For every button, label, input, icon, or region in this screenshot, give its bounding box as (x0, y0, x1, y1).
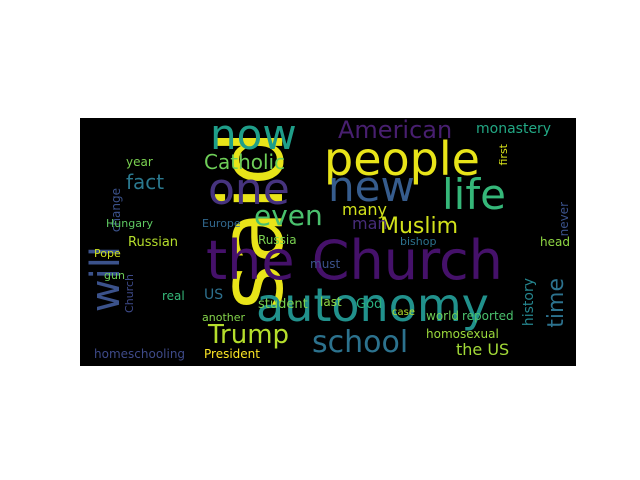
cloud-word: even (254, 199, 323, 232)
cloud-word: President (204, 347, 260, 361)
cloud-word: must (310, 257, 341, 271)
cloud-word: Russia (258, 233, 297, 247)
cloud-word: last (320, 295, 342, 309)
cloud-word: first (497, 144, 510, 166)
cloud-word: world (426, 309, 460, 323)
cloud-word: people (324, 132, 480, 186)
cloud-word: Trump (208, 320, 290, 350)
cloud-word: autonomy (256, 278, 489, 332)
cloud-word: never (557, 202, 571, 237)
cloud-word: now (210, 118, 297, 159)
cloud-word: year (126, 155, 153, 169)
cloud-word: homeschooling (94, 347, 186, 361)
cloud-word: school (312, 325, 409, 360)
cloud-word: new (328, 162, 415, 211)
cloud-word: head (540, 235, 570, 249)
cloud-word: Russian (128, 235, 179, 250)
cloud-word: God (356, 297, 383, 312)
cloud-word: Catholic (204, 150, 286, 174)
cloud-word: bishop (400, 235, 437, 248)
cloud-word: Pope (94, 247, 121, 260)
cloud-word: monastery (476, 121, 552, 137)
cloud-word: reported (462, 309, 514, 323)
cloud-word: history (521, 278, 537, 327)
cloud-word: many (342, 200, 387, 219)
cloud-word: Church (123, 274, 136, 313)
cloud-word: another (202, 311, 246, 324)
cloud-word: fact (126, 170, 165, 194)
cloud-word: US (204, 287, 224, 303)
word-cloud: said the Church autonomy people one new … (80, 118, 576, 366)
cloud-word: the Church (206, 229, 503, 292)
cloud-word: time (544, 278, 569, 328)
cloud-word: Europe (202, 217, 241, 230)
cloud-word: American (338, 118, 453, 144)
cloud-word: real (162, 289, 185, 303)
cloud-word: homosexual (426, 327, 499, 341)
cloud-word: gun (104, 269, 125, 282)
cloud-word: Hungary (106, 217, 153, 230)
cloud-word: case (392, 307, 415, 318)
cloud-word: man (352, 214, 388, 233)
cloud-word: the US (456, 340, 510, 359)
cloud-word: Muslim (380, 214, 459, 239)
cloud-word: life (442, 170, 506, 219)
cloud-word: student (258, 297, 308, 312)
cloud-word: one (208, 164, 290, 215)
